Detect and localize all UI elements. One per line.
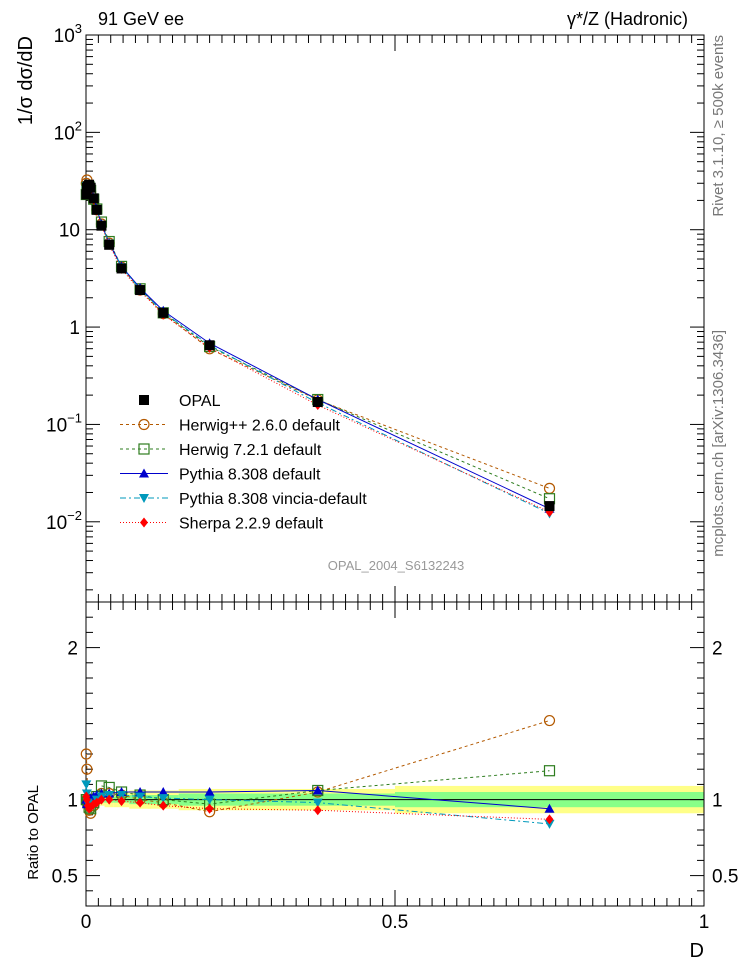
data-point	[204, 340, 215, 351]
y-tick-exponent: 2	[75, 118, 82, 133]
ratio-point-4	[117, 796, 126, 807]
data-point	[116, 263, 127, 274]
legend-label-3: Pythia 8.308 default	[179, 467, 321, 484]
legend-label-2: Herwig 7.2.1 default	[179, 442, 322, 459]
legend-label-4: Pythia 8.308 vincia-default	[179, 491, 367, 508]
y-tick-base: 10	[54, 123, 75, 144]
ratio-point-3	[544, 819, 555, 829]
legend-marker-0	[139, 395, 149, 405]
data-point	[96, 220, 107, 231]
x-axis-label: D	[690, 940, 704, 962]
ratio-tick-label-right: 1	[712, 791, 723, 812]
ratio-point-4	[136, 797, 145, 808]
ratio-tick-label-right: 2	[712, 639, 723, 660]
side-text-mcplots: mcplots.cern.ch [arXiv:1306.3436]	[710, 330, 727, 557]
ratio-point-1	[543, 765, 556, 777]
ratio-point-3	[312, 798, 323, 808]
ratio-point-0	[543, 714, 556, 727]
ratio-point-3	[135, 792, 146, 802]
y-tick-exponent: −2	[67, 508, 82, 523]
ratio-axis-label: Ratio to OPAL	[25, 785, 42, 880]
legend-marker-2	[138, 443, 150, 455]
ratio-point-3	[81, 780, 92, 790]
ratio-point-2	[544, 803, 555, 813]
data-point	[312, 396, 323, 407]
ratio-point-3	[158, 794, 169, 804]
legend-marker-1	[138, 418, 150, 431]
y-tick-label: 102	[54, 118, 82, 144]
ratio-point-3	[116, 791, 127, 801]
ratio-point-2	[158, 787, 169, 796]
data-point	[91, 204, 102, 215]
y-axis-label: 1/σ dσ/dD	[15, 36, 37, 125]
legend-marker-5	[140, 517, 148, 528]
ratio-point-0	[80, 748, 92, 760]
y-tick-label: 10−2	[46, 508, 82, 534]
ratio-point-4	[205, 803, 214, 814]
legend-label-1: Herwig++ 2.6.0 default	[179, 418, 341, 435]
data-point	[85, 182, 96, 193]
ratio-point-0	[81, 763, 93, 775]
ratio-point-4	[313, 805, 322, 816]
y-tick-base: 10	[59, 221, 80, 242]
side-text-rivet: Rivet 3.1.10, ≥ 500k events	[710, 35, 727, 217]
data-point	[88, 193, 99, 204]
y-tick-base: 1	[69, 318, 80, 339]
ratio-panel: 0 0.5 1 0.5 0.5 1 1 2 2	[52, 601, 738, 933]
ratio-point-4	[159, 800, 168, 811]
y-tick-label: 103	[54, 21, 82, 47]
header-left: 91 GeV ee	[98, 9, 184, 29]
x-tick-label: 1	[699, 912, 710, 933]
x-tick-label: 0	[81, 912, 92, 933]
legend-label-0: OPAL	[179, 393, 221, 410]
header-right: γ*/Z (Hadronic)	[567, 9, 688, 29]
y-tick-exponent: −1	[67, 410, 82, 425]
ratio-point-4	[105, 794, 114, 805]
ratio-point-2	[312, 785, 323, 795]
ratio-tick-label-left: 1	[67, 791, 78, 812]
ratio-point-4	[97, 794, 106, 805]
y-tick-label: 1	[69, 318, 80, 339]
data-point	[135, 285, 146, 296]
y-tick-label: 10	[59, 221, 80, 242]
legend-label-5: Sherpa 2.2.9 default	[179, 516, 324, 533]
data-point	[104, 239, 115, 250]
data-point	[544, 501, 555, 512]
x-tick-label: 0.5	[382, 912, 408, 933]
ratio-tick-label-left: 0.5	[52, 867, 78, 888]
data-point	[158, 307, 169, 318]
legend: OPAL Herwig++ 2.6.0 default Herwig 7.2.1 d…	[120, 393, 367, 533]
watermark: OPAL_2004_S6132243	[328, 558, 464, 573]
y-tick-base: 10	[46, 513, 67, 534]
legend-marker-4	[139, 494, 149, 503]
legend-marker-3	[139, 468, 149, 478]
y-tick-base: 10	[46, 415, 67, 436]
ratio-tick-label-right: 0.5	[712, 867, 738, 888]
y-tick-exponent: 3	[75, 21, 82, 36]
y-tick-base: 10	[54, 26, 75, 47]
ratio-tick-label-left: 2	[67, 639, 78, 660]
data-point	[81, 189, 92, 200]
ratio-point-3	[204, 795, 215, 805]
ratio-point-2	[204, 787, 215, 796]
ratio-point-4	[545, 814, 554, 825]
y-tick-label: 10−1	[46, 410, 82, 436]
